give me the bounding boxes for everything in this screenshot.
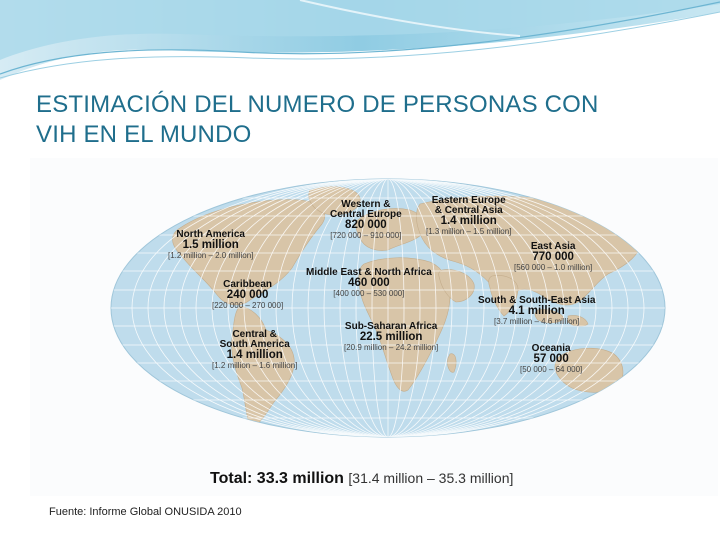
region-range: [3.7 million – 4.6 million] xyxy=(494,317,580,326)
region-value: 22.5 million xyxy=(359,331,423,343)
region-value: 1.4 million xyxy=(440,215,497,227)
header-wave-banner xyxy=(0,0,720,80)
region-range: [1.2 million – 2.0 million] xyxy=(168,251,254,260)
world-map-graphic xyxy=(110,178,666,438)
label-south-southeast-asia: South & South-East Asia 4.1 million [3.7… xyxy=(478,296,595,327)
region-name: Central Europe xyxy=(330,209,402,220)
total-estimate: Total: 33.3 million [31.4 million – 35.3… xyxy=(210,470,513,488)
region-name: Western & xyxy=(341,199,391,210)
page-title: ESTIMACIÓN DEL NUMERO DE PERSONAS CON VI… xyxy=(36,90,696,150)
label-eastern-europe-central-asia: Eastern Europe & Central Asia 1.4 millio… xyxy=(426,196,511,237)
region-range: [560 000 – 1.0 million] xyxy=(514,263,593,272)
source-note: Fuente: Informe Global ONUSIDA 2010 xyxy=(49,506,242,518)
region-range: [220 000 – 270 000] xyxy=(212,301,284,310)
region-range: [50 000 – 64 000] xyxy=(520,365,583,374)
total-label: Total: 33.3 million xyxy=(210,470,344,487)
region-value: 460 000 xyxy=(348,277,390,289)
region-name: East Asia xyxy=(530,241,576,252)
region-name: Sub-Saharan Africa xyxy=(344,321,438,332)
total-range: [31.4 million – 35.3 million] xyxy=(348,470,514,486)
region-range: [1.2 million – 1.6 million] xyxy=(212,361,298,370)
label-north-america: North America 1.5 million [1.2 million –… xyxy=(168,230,253,261)
label-oceania: Oceania 57 000 [50 000 – 64 000] xyxy=(520,344,582,375)
region-name: South America xyxy=(219,339,290,350)
region-name: Eastern Europe xyxy=(431,195,506,206)
title-line-2: VIH EN EL MUNDO xyxy=(36,121,252,148)
region-name: Caribbean xyxy=(223,279,273,290)
region-value: 820 000 xyxy=(345,219,387,231)
region-value: 770 000 xyxy=(532,251,574,263)
region-range: [400 000 – 530 000] xyxy=(333,289,405,298)
region-range: [20.9 million – 24.2 million] xyxy=(344,343,439,352)
label-western-central-europe: Western & Central Europe 820 000 [720 00… xyxy=(330,200,402,241)
world-map: North America 1.5 million [1.2 million –… xyxy=(30,158,718,496)
region-name: Oceania xyxy=(531,343,571,354)
region-range: [1.3 million – 1.5 million] xyxy=(426,227,512,236)
region-name: Middle East & North Africa xyxy=(306,267,432,278)
label-central-south-america: Central & South America 1.4 million [1.2… xyxy=(212,330,297,371)
region-value: 1.4 million xyxy=(226,349,283,361)
label-sub-saharan-africa: Sub-Saharan Africa 22.5 million [20.9 mi… xyxy=(344,322,438,353)
region-range: [720 000 – 910 000] xyxy=(330,231,402,240)
title-line-1: ESTIMACIÓN DEL NUMERO DE PERSONAS CON xyxy=(36,91,599,118)
region-value: 57 000 xyxy=(533,353,569,365)
region-name: North America xyxy=(176,229,245,240)
region-value: 240 000 xyxy=(226,289,269,301)
label-middle-east-north-africa: Middle East & North Africa 460 000 [400 … xyxy=(306,268,432,299)
region-name: South & South-East Asia xyxy=(478,295,596,306)
region-name: Central & xyxy=(232,329,277,340)
label-east-asia: East Asia 770 000 [560 000 – 1.0 million… xyxy=(514,242,592,273)
label-caribbean: Caribbean 240 000 [220 000 – 270 000] xyxy=(212,280,283,311)
region-value: 4.1 million xyxy=(508,305,565,317)
region-name: & Central Asia xyxy=(434,205,503,216)
region-value: 1.5 million xyxy=(182,239,239,251)
